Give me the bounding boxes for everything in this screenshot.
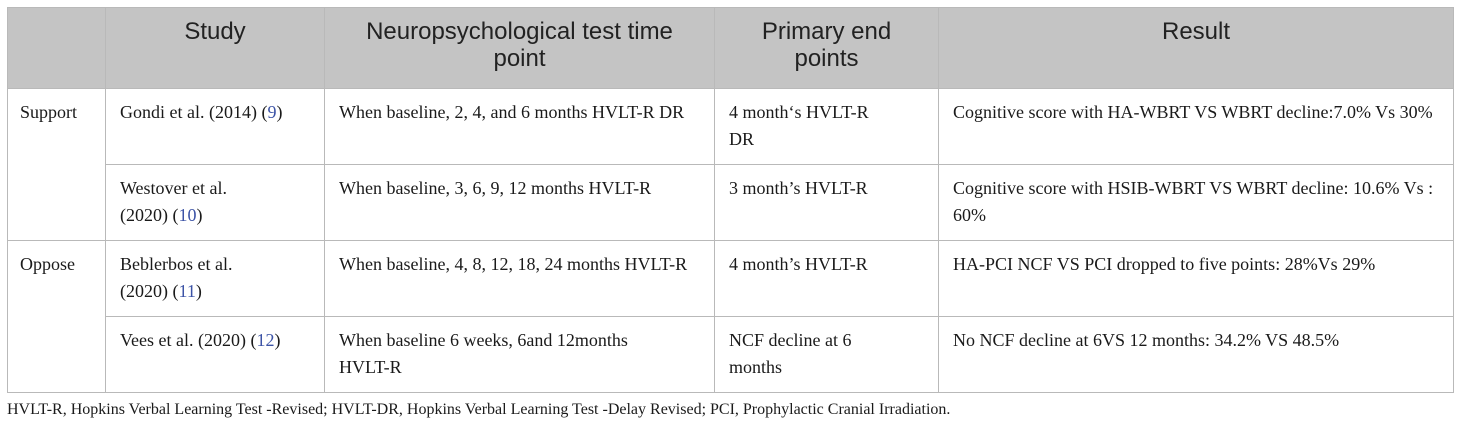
result-cell: No NCF decline at 6VS 12 months: 34.2% V… [938, 316, 1454, 393]
reference-link[interactable]: 10 [178, 205, 197, 225]
time-point-cell: When baseline 6 weeks, 6and 12months HVL… [324, 316, 715, 393]
reference-link[interactable]: 12 [256, 330, 275, 350]
table-row: Vees et al. (2020) (12) When baseline 6 … [8, 316, 1454, 393]
time-point-cell: When baseline, 4, 8, 12, 18, 24 months H… [324, 240, 715, 317]
table-header-row: Study Neuropsychological test time point… [7, 7, 1454, 89]
header-result: Result [938, 7, 1454, 89]
table-row: Oppose Beblerbos et al. (2020) (11) When… [7, 240, 1454, 393]
table-row: Support Gondi et al. (2014) (9) When bas… [7, 88, 1454, 241]
group-label-support: Support [7, 88, 106, 241]
table-footnote: HVLT-R, Hopkins Verbal Learning Test -Re… [7, 401, 951, 418]
header-study: Study [105, 7, 325, 89]
end-point-cell: 4 month’s HVLT-R [714, 240, 939, 317]
group-label-oppose: Oppose [7, 240, 106, 393]
result-cell: Cognitive score with HA-WBRT VS WBRT dec… [938, 88, 1454, 165]
reference-link[interactable]: 9 [267, 102, 277, 122]
end-point-cell: NCF decline at 6 months [714, 316, 939, 393]
study-cell: Westover et al. (2020) (10) [105, 164, 325, 241]
result-cell: Cognitive score with HSIB-WBRT VS WBRT d… [938, 164, 1454, 241]
reference-link[interactable]: 11 [178, 281, 196, 301]
end-point-cell: 3 month’s HVLT-R [714, 164, 939, 241]
end-point-cell: 4 month‘s HVLT-R DR [714, 88, 939, 165]
header-time-point: Neuropsychological test time point [324, 7, 715, 89]
time-point-cell: When baseline, 3, 6, 9, 12 months HVLT-R [324, 164, 715, 241]
header-end-points: Primary end points [714, 7, 939, 89]
header-group [7, 7, 106, 89]
study-cell: Gondi et al. (2014) (9) [105, 88, 325, 165]
table-row: Westover et al. (2020) (10) When baselin… [8, 164, 1454, 241]
time-point-cell: When baseline, 2, 4, and 6 months HVLT-R… [324, 88, 715, 165]
results-table: Study Neuropsychological test time point… [7, 7, 1454, 393]
study-cell: Beblerbos et al. (2020) (11) [105, 240, 325, 317]
result-cell: HA-PCI NCF VS PCI dropped to five points… [938, 240, 1454, 317]
study-cell: Vees et al. (2020) (12) [105, 316, 325, 393]
